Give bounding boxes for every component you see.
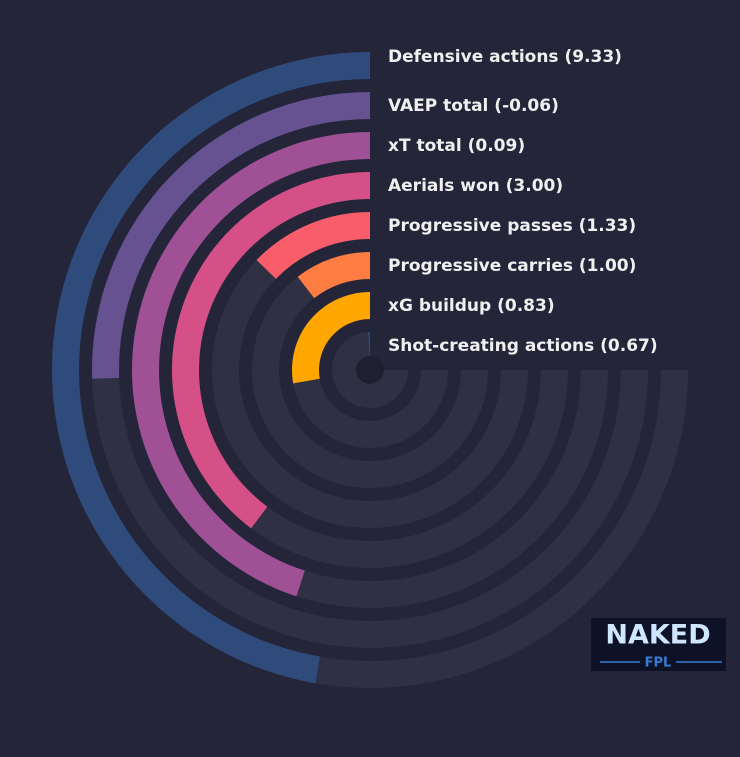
bar-label: Shot-creating actions (0.67) [388, 336, 658, 356]
bar-label: VAEP total (-0.06) [388, 96, 559, 116]
bar-label: Progressive passes (1.33) [388, 216, 636, 236]
bar-label: Defensive actions (9.33) [388, 47, 622, 67]
center-dot [356, 356, 384, 384]
bar-label: Aerials won (3.00) [388, 176, 563, 196]
bar [292, 292, 370, 384]
bar [91, 92, 370, 379]
bar [297, 252, 370, 299]
bar-label: Progressive carries (1.00) [388, 256, 636, 276]
logo-subtext: FPL [645, 656, 672, 671]
bar [256, 212, 370, 279]
bar [132, 132, 370, 597]
logo: NAKED FPL [591, 618, 726, 671]
bar-label: xT total (0.09) [388, 136, 525, 156]
bar-label: xG buildup (0.83) [388, 296, 555, 316]
logo-text: NAKED [605, 620, 710, 651]
bar [171, 172, 370, 529]
bar [368, 332, 370, 360]
track [332, 332, 408, 408]
